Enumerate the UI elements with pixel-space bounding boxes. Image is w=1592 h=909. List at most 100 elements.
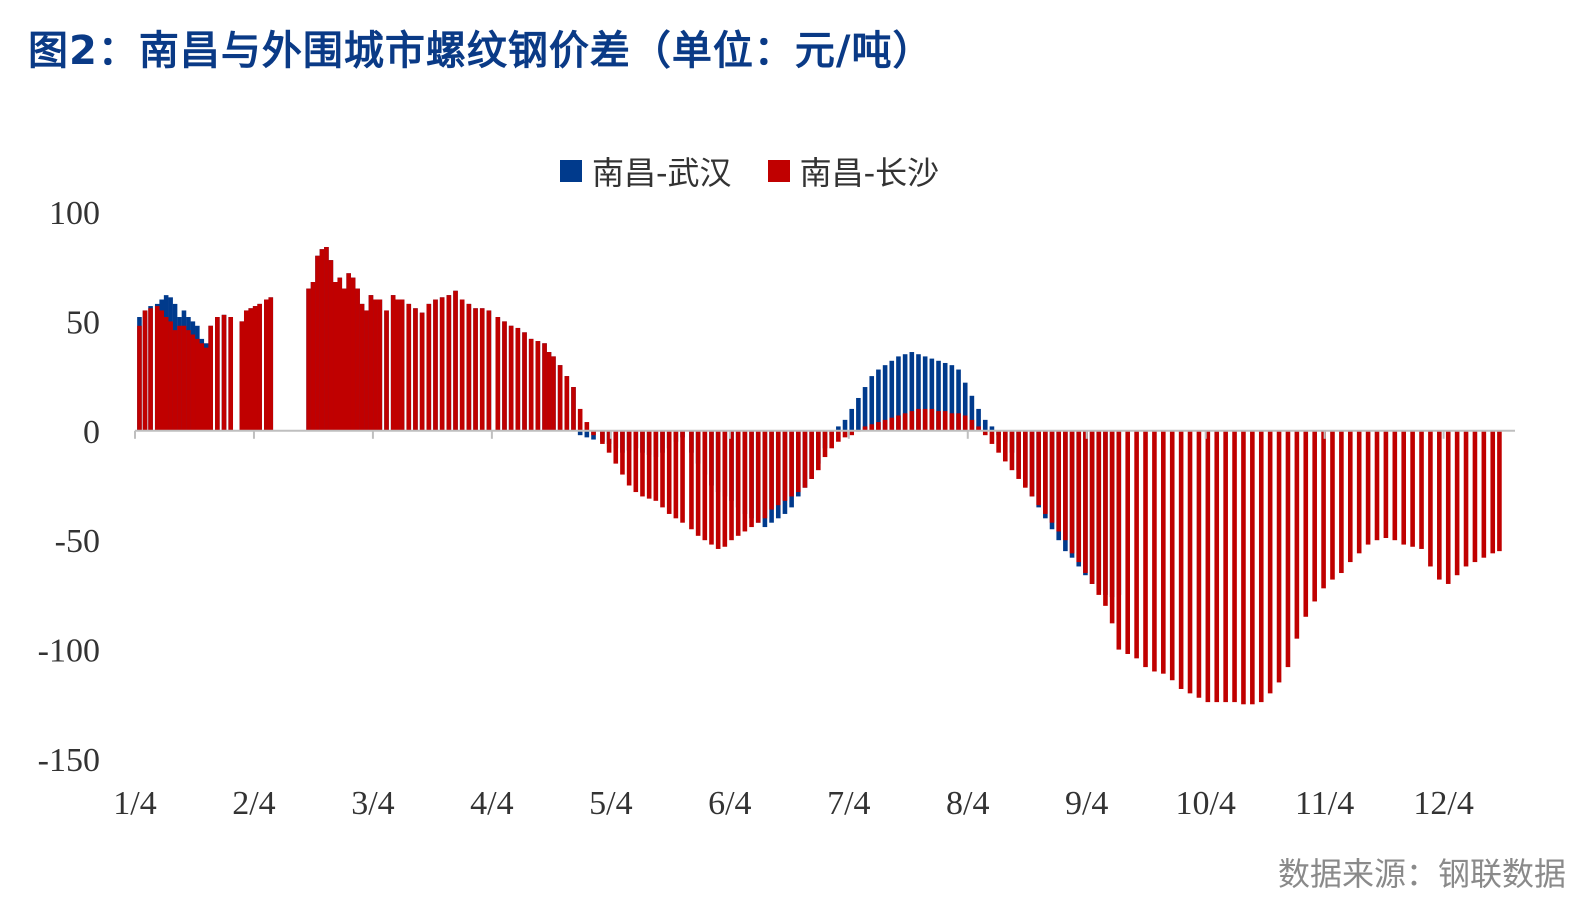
bar-nanchang-changsha	[633, 430, 639, 493]
bar-nanchang-wuhan	[882, 365, 888, 431]
bar-nanchang-changsha	[181, 325, 187, 431]
bar-nanchang-changsha	[1103, 430, 1108, 606]
bar-nanchang-changsha	[473, 308, 478, 431]
bar-nanchang-changsha	[1056, 430, 1062, 532]
legend: 南昌-武汉 南昌-长沙	[560, 148, 975, 194]
bar-nanchang-changsha	[395, 299, 400, 431]
x-tick-label: 2/4	[232, 785, 275, 822]
bar-nanchang-changsha	[1250, 430, 1255, 705]
bar-nanchang-changsha	[722, 430, 728, 547]
bar-nanchang-changsha	[239, 321, 245, 431]
bar-nanchang-changsha	[1321, 430, 1326, 589]
bar-nanchang-changsha	[816, 430, 821, 471]
bar-nanchang-changsha	[666, 430, 672, 514]
bar-nanchang-changsha	[715, 430, 721, 549]
bar-nanchang-changsha	[1043, 430, 1048, 514]
bar-nanchang-changsha	[433, 299, 438, 431]
bar-nanchang-changsha	[459, 299, 465, 431]
x-tick-label: 8/4	[946, 785, 989, 822]
bar-nanchang-changsha	[1134, 430, 1139, 659]
bar-nanchang-changsha	[942, 411, 948, 431]
bar-nanchang-wuhan	[577, 430, 583, 436]
bar-nanchang-changsha	[495, 317, 501, 431]
bar-nanchang-changsha	[551, 356, 556, 431]
bar-nanchang-changsha	[252, 306, 258, 431]
bar-nanchang-changsha	[1116, 430, 1122, 650]
bar-nanchang-changsha	[413, 308, 418, 431]
bar-nanchang-changsha	[257, 303, 262, 431]
bar-nanchang-changsha	[1330, 430, 1335, 580]
bar-nanchang-changsha	[148, 308, 153, 431]
bar-nanchang-wuhan	[856, 397, 861, 431]
bar-nanchang-changsha	[862, 426, 868, 431]
bar-nanchang-changsha	[1356, 430, 1362, 554]
bar-nanchang-changsha	[673, 430, 679, 519]
y-tick-label: 50	[66, 304, 100, 341]
y-tick-label: 100	[49, 195, 100, 232]
bar-nanchang-changsha	[735, 430, 741, 536]
bar-nanchang-changsha	[646, 430, 652, 499]
bar-nanchang-changsha	[889, 417, 895, 431]
bar-nanchang-changsha	[653, 430, 659, 501]
bar-nanchang-wuhan	[936, 360, 941, 431]
x-tick-label: 10/4	[1175, 785, 1235, 822]
bar-nanchang-changsha	[1365, 430, 1371, 545]
y-tick-label: -50	[55, 523, 100, 560]
bar-nanchang-wuhan	[896, 356, 901, 431]
bar-nanchang-changsha	[1374, 430, 1380, 541]
bar-nanchang-wuhan	[849, 408, 855, 431]
bar-nanchang-changsha	[142, 310, 148, 431]
bar-nanchang-changsha	[876, 422, 881, 431]
bar-nanchang-changsha	[466, 303, 472, 431]
bar-nanchang-changsha	[221, 314, 227, 431]
bar-nanchang-changsha	[215, 317, 220, 431]
bar-nanchang-changsha	[1472, 430, 1478, 563]
bar-nanchang-changsha	[695, 430, 701, 536]
bar-nanchang-changsha	[1169, 430, 1175, 681]
bar-nanchang-changsha	[882, 419, 888, 431]
legend-item-series-1: 南昌-武汉	[560, 148, 732, 194]
bar-nanchang-changsha	[1178, 430, 1184, 689]
bar-nanchang-changsha	[1463, 430, 1469, 567]
bar-nanchang-changsha	[373, 299, 378, 431]
bar-nanchang-changsha	[1023, 430, 1028, 488]
bar-nanchang-changsha	[1049, 430, 1055, 523]
bar-nanchang-wuhan	[584, 430, 590, 438]
bar-nanchang-changsha	[749, 430, 754, 528]
bar-nanchang-changsha	[689, 430, 694, 530]
bar-nanchang-wuhan	[976, 408, 981, 431]
bar-nanchang-changsha	[916, 408, 921, 431]
bar-nanchang-changsha	[446, 295, 452, 431]
bar-nanchang-changsha	[1152, 430, 1157, 672]
bar-nanchang-changsha	[1401, 430, 1407, 545]
bar-nanchang-changsha	[571, 387, 576, 431]
bar-nanchang-changsha	[1419, 430, 1424, 549]
bar-nanchang-changsha	[1392, 430, 1398, 541]
bar-nanchang-changsha	[319, 249, 325, 431]
bar-nanchang-changsha	[822, 430, 828, 458]
bar-nanchang-changsha	[337, 277, 343, 431]
bar-nanchang-changsha	[795, 430, 801, 493]
bar-nanchang-changsha	[1063, 430, 1068, 541]
bar-nanchang-wuhan	[962, 382, 968, 431]
legend-item-series-2: 南昌-长沙	[767, 148, 939, 194]
bar-nanchang-changsha	[350, 277, 356, 431]
bar-nanchang-changsha	[390, 295, 396, 431]
bar-nanchang-changsha	[268, 297, 274, 431]
x-tick-label: 3/4	[351, 785, 394, 822]
bar-nanchang-changsha	[535, 341, 541, 431]
bar-nanchang-changsha	[989, 430, 995, 444]
bar-nanchang-changsha	[306, 288, 311, 431]
bar-nanchang-wuhan	[909, 352, 915, 431]
bar-nanchang-changsha	[782, 430, 788, 501]
bar-nanchang-changsha	[1036, 430, 1041, 506]
bar-nanchang-wuhan	[916, 354, 921, 431]
bar-nanchang-changsha	[542, 343, 547, 431]
bar-nanchang-wuhan	[982, 419, 988, 431]
bar-nanchang-wuhan	[942, 362, 948, 431]
bar-nanchang-changsha	[902, 413, 908, 431]
bar-nanchang-changsha	[1481, 430, 1487, 558]
bar-nanchang-changsha	[1232, 430, 1237, 703]
bar-nanchang-wuhan	[842, 419, 848, 431]
bar-nanchang-wuhan	[889, 360, 895, 431]
